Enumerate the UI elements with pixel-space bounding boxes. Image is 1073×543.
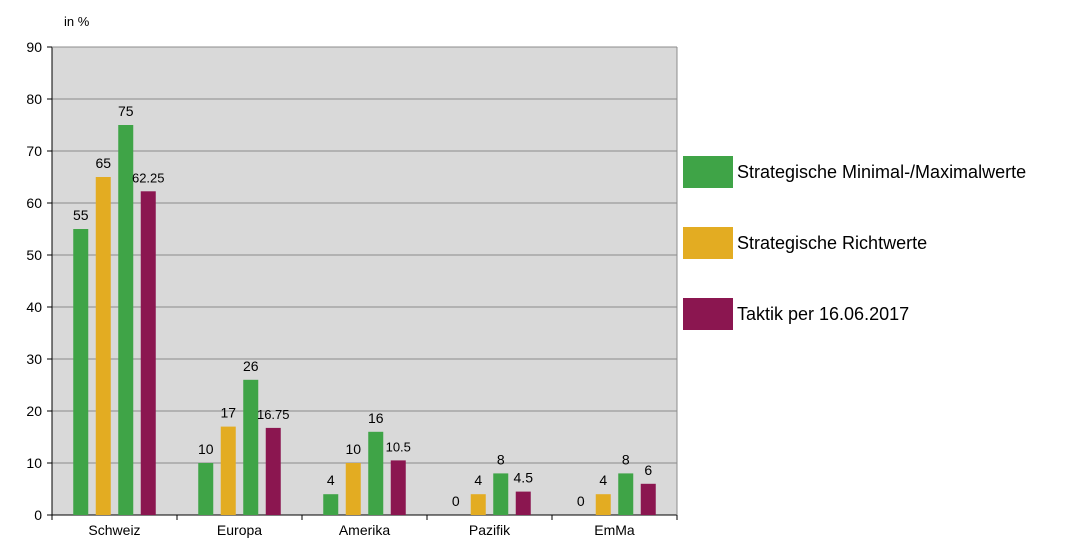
bar-schweiz-3 (140, 191, 156, 516)
y-tick-label: 60 (26, 195, 42, 211)
data-label: 0 (577, 493, 585, 509)
bar-pazifik-3 (515, 491, 531, 515)
data-label: 17 (220, 405, 236, 421)
y-tick-label: 10 (26, 455, 42, 471)
data-label: 10 (198, 441, 214, 457)
bar-europa-1 (220, 426, 236, 515)
legend-item-minmax: Strategische Minimal-/Maximalwerte (683, 155, 1073, 189)
data-label: 62.25 (132, 170, 165, 185)
x-tick-label: Pazifik (469, 522, 511, 538)
y-unit-label: in % (64, 14, 90, 29)
data-label: 65 (95, 155, 111, 171)
bar-emma-2 (618, 473, 634, 515)
data-label: 16 (368, 410, 384, 426)
bar-emma-3 (640, 483, 656, 515)
bar-amerika-3 (390, 460, 406, 515)
bar-pazifik-2 (493, 473, 509, 515)
bar-amerika-2 (368, 431, 384, 515)
data-label: 0 (452, 493, 460, 509)
legend-item-richtwerte: Strategische Richtwerte (683, 226, 1073, 260)
data-label: 75 (118, 103, 134, 119)
y-tick-label: 50 (26, 247, 42, 263)
data-label: 10.5 (386, 439, 411, 454)
data-label: 6 (644, 462, 652, 478)
legend-swatch-taktik (683, 298, 733, 330)
legend-swatch-richtwerte (683, 227, 733, 259)
bar-amerika-1 (345, 463, 361, 515)
data-label: 10 (345, 441, 361, 457)
y-tick-label: 90 (26, 39, 42, 55)
data-label: 16.75 (257, 407, 290, 422)
bar-emma-1 (595, 494, 611, 515)
bar-europa-3 (265, 427, 281, 515)
bar-schweiz-0 (73, 229, 89, 515)
bar-schweiz-2 (118, 125, 134, 515)
y-tick-label: 70 (26, 143, 42, 159)
legend-label-taktik: Taktik per 16.06.2017 (737, 303, 910, 324)
data-label: 8 (622, 451, 630, 467)
data-label: 8 (497, 451, 505, 467)
y-tick-label: 40 (26, 299, 42, 315)
bar-pazifik-1 (470, 494, 486, 515)
bar-europa-0 (198, 463, 214, 515)
plot-area (52, 47, 677, 515)
bar-europa-2 (243, 379, 259, 515)
y-tick-label: 30 (26, 351, 42, 367)
legend-label-minmax: Strategische Minimal-/Maximalwerte (737, 161, 1027, 182)
data-label: 4 (327, 472, 335, 488)
legend-item-taktik: Taktik per 16.06.2017 (683, 297, 1073, 331)
data-label: 4.5 (514, 470, 534, 486)
y-tick-label: 20 (26, 403, 42, 419)
y-tick-label: 80 (26, 91, 42, 107)
bar-schweiz-1 (95, 177, 111, 515)
legend-swatch-minmax (683, 156, 733, 188)
data-label: 4 (474, 472, 482, 488)
x-tick-label: EmMa (594, 522, 635, 538)
data-label: 26 (243, 358, 259, 374)
x-tick-label: Europa (217, 522, 262, 538)
bar-amerika-0 (323, 494, 339, 515)
x-tick-label: Schweiz (88, 522, 140, 538)
legend-label-richtwerte: Strategische Richtwerte (737, 232, 928, 253)
y-tick-label: 0 (34, 507, 42, 523)
x-tick-label: Amerika (339, 522, 391, 538)
data-label: 4 (599, 472, 607, 488)
data-label: 55 (73, 207, 89, 223)
